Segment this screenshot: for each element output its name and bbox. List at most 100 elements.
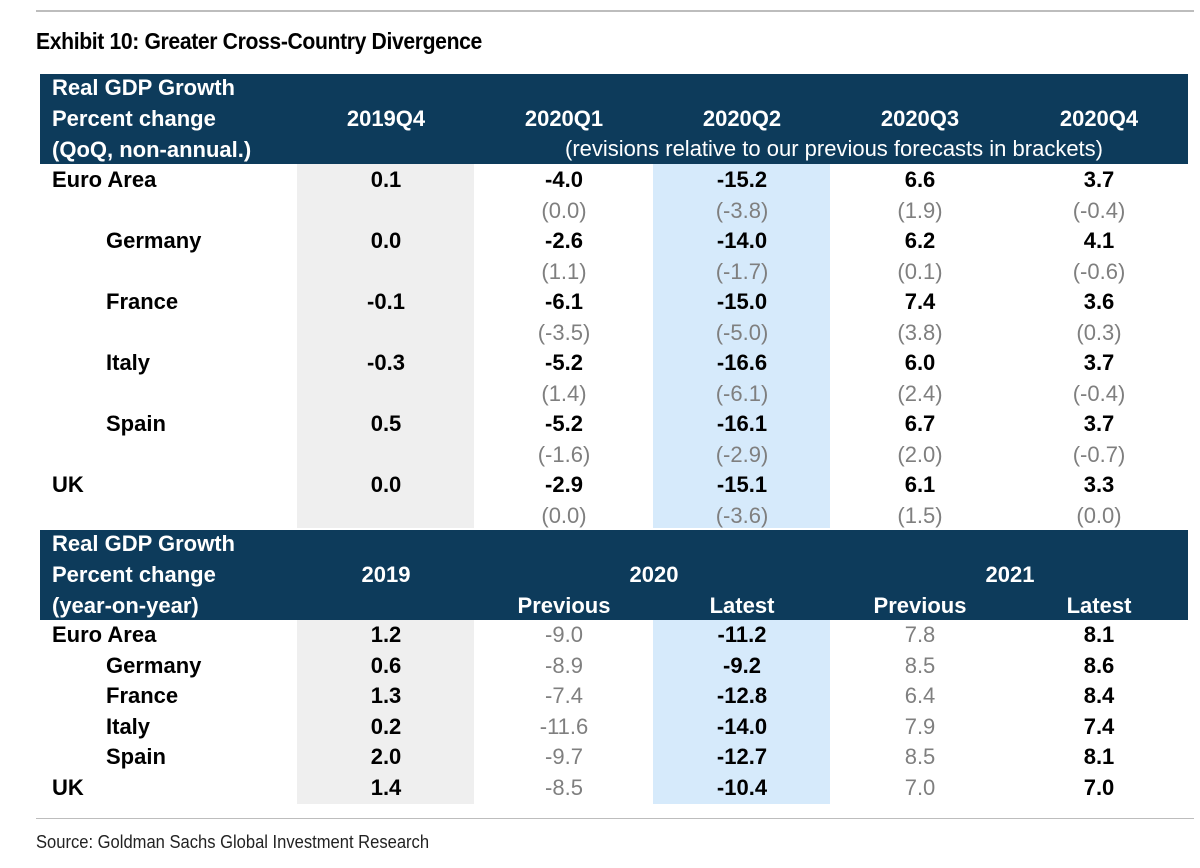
annual-header (40, 530, 1188, 620)
band-2020-latest-annual (653, 620, 830, 804)
annual-header-label: (year-on-year) (52, 593, 199, 618)
revision-cell: (-1.6) (537, 442, 591, 467)
revision-cell: (2.4) (897, 381, 943, 406)
revision-cell: (-3.6) (715, 503, 769, 528)
country-name: UK (52, 775, 84, 800)
value-cell: 6.4 (904, 683, 936, 708)
value-cell: 0.0 (370, 228, 402, 253)
revision-cell: (-3.8) (715, 198, 769, 223)
value-cell: 7.4 (904, 289, 936, 314)
country-name: Spain (106, 744, 166, 769)
value-cell: 0.0 (370, 472, 402, 497)
value-cell: -0.3 (367, 350, 405, 375)
country-name: France (106, 289, 179, 314)
revision-cell: (-0.6) (1072, 259, 1126, 284)
value-cell: 8.5 (904, 653, 936, 678)
value-cell: -9.7 (545, 744, 583, 769)
value-cell: -12.8 (716, 683, 768, 708)
value-cell: 0.5 (370, 411, 402, 436)
value-cell: 1.3 (370, 683, 402, 708)
subheader-2020-previous: Previous (517, 593, 611, 618)
revision-cell: (-6.1) (715, 381, 769, 406)
value-cell: 3.3 (1083, 472, 1115, 497)
value-cell: -11.6 (539, 714, 589, 739)
annual-header-label: Percent change (52, 562, 216, 587)
value-cell: -9.0 (545, 622, 583, 647)
value-cell: -10.4 (716, 775, 768, 800)
value-cell: 1.2 (370, 622, 402, 647)
revision-cell: (1.9) (897, 198, 943, 223)
value-cell: -16.6 (716, 350, 768, 375)
bottom-rule (36, 818, 1194, 819)
value-cell: -15.2 (716, 167, 768, 192)
country-name: Italy (106, 350, 151, 375)
value-cell: 7.8 (904, 622, 936, 647)
value-cell: 0.2 (370, 714, 402, 739)
revision-cell: (3.8) (897, 320, 943, 345)
revision-cell: (-0.7) (1072, 442, 1126, 467)
band-2020q2-quarterly (653, 164, 830, 528)
value-cell: 0.1 (370, 167, 402, 192)
country-name: Euro Area (52, 167, 157, 192)
revision-cell: (0.0) (541, 503, 587, 528)
country-name: Spain (106, 411, 166, 436)
value-cell: -5.2 (545, 350, 583, 375)
value-cell: 4.1 (1083, 228, 1115, 253)
value-cell: 1.4 (370, 775, 402, 800)
value-cell: -5.2 (545, 411, 583, 436)
value-cell: 7.4 (1083, 714, 1115, 739)
country-name: Euro Area (52, 622, 157, 647)
value-cell: -15.1 (716, 472, 768, 497)
column-header-2019q4: 2019Q4 (346, 106, 426, 131)
revision-cell: (0.3) (1076, 320, 1122, 345)
column-header-2019: 2019 (361, 562, 411, 587)
value-cell: 7.0 (1083, 775, 1115, 800)
revision-cell: (0.1) (897, 259, 943, 284)
country-name: UK (52, 472, 84, 497)
quarterly-header-label: Real GDP Growth (52, 75, 235, 100)
value-cell: 3.7 (1083, 411, 1115, 436)
revision-cell: (-1.7) (715, 259, 769, 284)
value-cell: 6.2 (904, 228, 936, 253)
revision-cell: (-5.0) (715, 320, 769, 345)
revision-cell: (1.5) (897, 503, 943, 528)
quarterly-header (40, 74, 1188, 164)
band-2019-annual (297, 620, 474, 804)
value-cell: 8.5 (904, 744, 936, 769)
column-header-2020q2: 2020Q2 (702, 106, 782, 131)
column-header-2020q4: 2020Q4 (1059, 106, 1139, 131)
revision-cell: (-0.4) (1072, 198, 1126, 223)
value-cell: -14.0 (716, 714, 768, 739)
column-header-2020q1: 2020Q1 (524, 106, 604, 131)
value-cell: 3.7 (1083, 167, 1115, 192)
value-cell: -15.0 (716, 289, 768, 314)
subheader-2021-latest: Latest (1066, 593, 1132, 618)
value-cell: 8.1 (1083, 744, 1115, 769)
revision-cell: (-3.5) (537, 320, 591, 345)
value-cell: -6.1 (545, 289, 583, 314)
value-cell: 3.7 (1083, 350, 1115, 375)
country-name: Germany (106, 653, 202, 678)
value-cell: 6.1 (904, 472, 936, 497)
value-cell: -7.4 (545, 683, 583, 708)
value-cell: -0.1 (367, 289, 405, 314)
value-cell: -2.6 (545, 228, 583, 253)
value-cell: -14.0 (716, 228, 768, 253)
value-cell: 0.6 (370, 653, 402, 678)
quarterly-header-label: Percent change (52, 106, 216, 131)
value-cell: 6.7 (904, 411, 936, 436)
country-name: Germany (106, 228, 202, 253)
value-cell: 6.0 (904, 350, 936, 375)
value-cell: -11.2 (717, 622, 767, 647)
subheader-2021-previous: Previous (873, 593, 967, 618)
value-cell: 8.4 (1083, 683, 1115, 708)
value-cell: 7.0 (904, 775, 936, 800)
value-cell: -8.5 (545, 775, 583, 800)
revision-cell: (0.0) (1076, 503, 1122, 528)
country-name: France (106, 683, 179, 708)
value-cell: 8.6 (1083, 653, 1115, 678)
top-rule (36, 10, 1194, 12)
subheader-2020-latest: Latest (709, 593, 775, 618)
column-header-2020q3: 2020Q3 (880, 106, 960, 131)
band-2019-quarterly (297, 164, 474, 528)
